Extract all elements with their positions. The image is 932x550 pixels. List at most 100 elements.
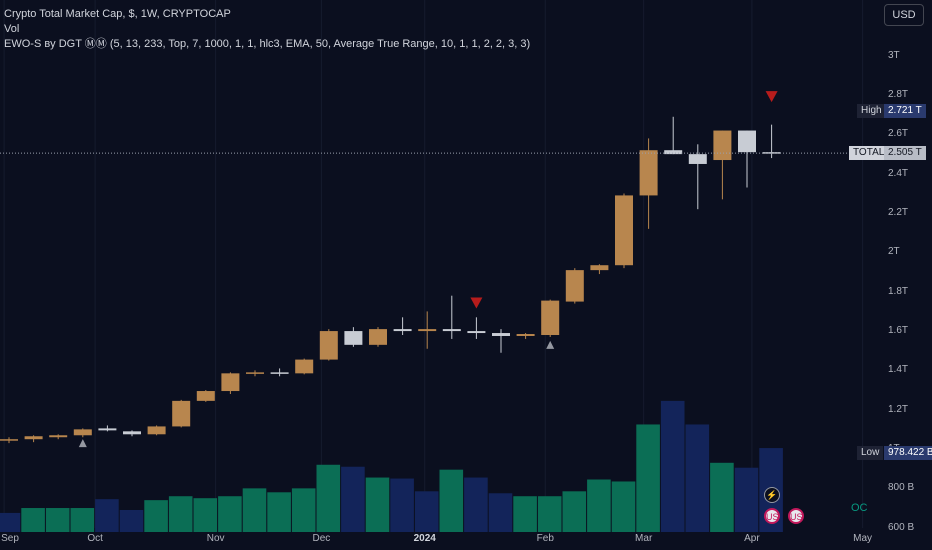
volume-bar-6 (144, 500, 168, 532)
price-tick-8: 1.4T (888, 364, 909, 376)
volume-bar-10 (242, 488, 267, 532)
price-candles (0, 116, 781, 444)
low-tag-value: 978.422 B (884, 446, 932, 461)
time-label-6: Mar (635, 533, 653, 544)
us-flag-event-icon[interactable]: US (764, 508, 780, 524)
candle-body-24 (590, 265, 609, 271)
flash-event-icon[interactable]: ⚡ (764, 487, 780, 503)
volume-bar-2 (45, 508, 70, 532)
volume-bar-19 (464, 477, 488, 532)
candle-body-9 (221, 373, 240, 392)
time-label-7: Apr (744, 533, 760, 544)
volume-bar-13 (316, 464, 341, 532)
volume-bar-28 (685, 424, 710, 532)
candle-body-6 (147, 426, 166, 435)
volume-bar-9 (218, 496, 242, 532)
volume-bar-4 (95, 499, 119, 532)
chart-legend: Crypto Total Market Cap, $, 1W, CRYPTOCA… (4, 7, 530, 52)
candle-body-18 (442, 329, 461, 332)
price-tick-3: 2.4T (888, 167, 909, 179)
candle-body-1 (24, 436, 43, 440)
candle-body-2 (49, 435, 68, 438)
legend-vol[interactable]: Vol (4, 23, 20, 35)
price-tick-5: 2T (888, 246, 900, 258)
volume-bar-5 (119, 509, 144, 532)
volume-bar-18 (439, 469, 464, 532)
candle-body-7 (172, 400, 191, 427)
time-label-5: Feb (536, 533, 554, 544)
time-label-4: 2024 (413, 533, 436, 544)
candle-body-27 (664, 150, 683, 155)
grid-lines (3, 0, 864, 528)
legend-indicator[interactable]: EWO-S вy DGT ⓂⓂ (5, 13, 233, Top, 7, 100… (4, 38, 531, 50)
volume-bar-20 (488, 493, 513, 532)
price-tick-6: 1.8T (888, 285, 909, 297)
price-tick-0: 3T (888, 49, 900, 61)
price-tick-7: 1.6T (888, 325, 909, 337)
volume-bar-25 (611, 481, 636, 532)
candle-body-25 (615, 195, 633, 266)
volume-bar-17 (414, 491, 439, 532)
total-tag-label: TOTAL (849, 146, 889, 161)
low-tag-label: Low (857, 446, 884, 461)
volume-bar-26 (636, 424, 660, 532)
time-label-1: Oct (87, 533, 103, 544)
candle-body-15 (369, 329, 387, 345)
candle-body-19 (467, 331, 486, 334)
candle-body-14 (344, 331, 363, 345)
volume-bar-21 (513, 496, 537, 532)
candle-body-3 (73, 429, 92, 436)
volume-bar-1 (21, 508, 45, 532)
signal-marker-up-2 (546, 340, 555, 349)
candle-body-0 (0, 439, 18, 441)
total-tag-value: 2.505 T (884, 146, 926, 161)
price-tick-11: 800 B (888, 482, 915, 494)
volume-bar-15 (365, 477, 390, 532)
volume-bar-0 (0, 512, 21, 532)
signal-marker-up-0 (78, 439, 87, 448)
signal-marker-down-3 (765, 91, 778, 103)
volume-bar-30 (734, 467, 759, 532)
candle-body-5 (123, 431, 141, 435)
time-label-3: Dec (312, 533, 331, 544)
price-tick-1: 2.8T (888, 89, 909, 101)
candle-body-12 (295, 359, 314, 374)
legend-title[interactable]: Crypto Total Market Cap, $, 1W, CRYPTOCA… (4, 8, 231, 20)
candle-body-4 (98, 428, 117, 431)
price-tick-4: 2.2T (888, 207, 909, 219)
volume-bar-22 (537, 496, 562, 532)
price-tick-9: 1.2T (888, 403, 909, 415)
volume-bar-8 (193, 498, 218, 532)
candle-body-30 (738, 130, 756, 153)
candle-body-28 (688, 154, 707, 164)
volume-bar-3 (70, 508, 95, 532)
oc-icon[interactable]: OC (851, 502, 868, 514)
signal-marker-down-1 (470, 297, 483, 309)
currency-button[interactable]: USD (884, 4, 924, 26)
candle-body-11 (270, 372, 289, 374)
candle-body-29 (713, 130, 732, 161)
volume-bar-23 (562, 491, 587, 532)
signal-markers (78, 91, 778, 448)
candle-body-16 (393, 329, 412, 332)
volume-bar-14 (341, 466, 365, 532)
time-label-2: Nov (206, 533, 225, 544)
candle-body-22 (541, 300, 560, 336)
volume-bar-29 (710, 462, 734, 532)
price-tick-12: 600 B (888, 521, 915, 533)
volume-bar-11 (267, 492, 291, 532)
price-tick-2: 2.6T (888, 128, 909, 140)
time-label-8: May (853, 533, 873, 544)
volume-bars (0, 400, 783, 532)
volume-bar-16 (390, 478, 414, 532)
time-label-0: Sep (1, 533, 19, 544)
volume-bar-12 (291, 488, 316, 532)
high-tag-label: High (857, 103, 886, 118)
volume-bar-24 (587, 479, 611, 532)
candle-body-17 (418, 329, 437, 332)
candle-body-23 (565, 270, 584, 302)
us-flag-event-icon-2[interactable]: US (788, 508, 804, 524)
candle-body-26 (639, 150, 658, 196)
candle-body-13 (319, 331, 338, 360)
